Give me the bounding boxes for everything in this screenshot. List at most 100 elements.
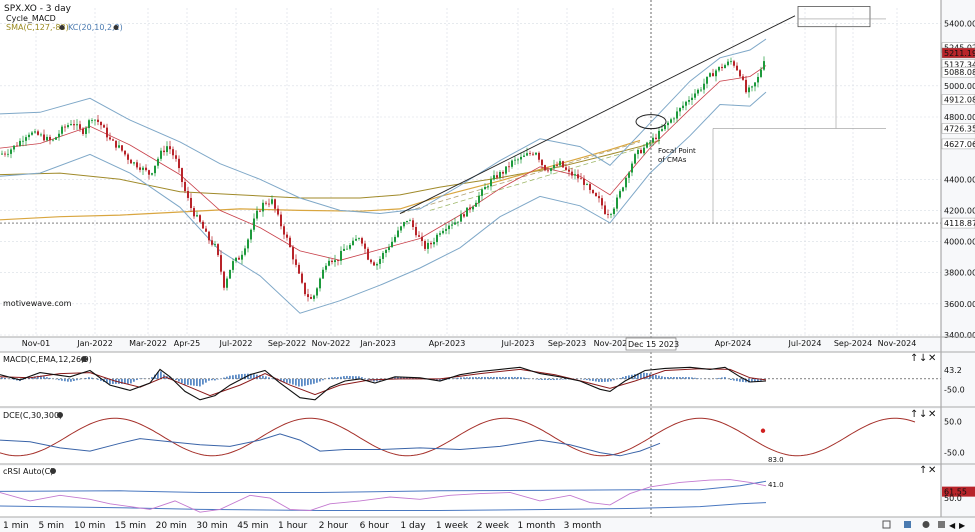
candle [526,147,528,157]
candle [16,141,18,147]
crsi-lower-band [0,502,767,511]
candle-body [607,213,609,215]
timeframe-5-min[interactable]: 5 min [39,521,65,531]
candle-body [415,226,417,236]
candle [424,239,426,252]
candle-body [175,155,177,159]
candle [31,131,33,136]
candle-body [598,196,600,199]
next-icon[interactable]: ▶ [959,521,966,530]
dce-close-icon[interactable]: ✕ [928,409,936,420]
candle [682,101,684,111]
crsi-y-label: 50.0 [944,494,962,503]
candle-body [274,199,276,209]
candle-body [151,173,153,175]
candle [58,130,60,141]
candle-body [49,136,51,141]
timeframe-3-month[interactable]: 3 month [564,521,602,531]
x-tick-label: Jan-2022 [76,339,113,348]
candle-body [352,240,354,246]
macd-line [0,366,767,401]
timeframe-1-day[interactable]: 1 day [400,521,426,531]
macd-hist-bar [508,376,510,379]
candle-body [667,122,669,126]
dce-settings-icon[interactable] [57,412,63,418]
timeframe-1-hour[interactable]: 1 hour [278,521,308,531]
candle [511,159,513,169]
candle [439,230,441,237]
dce-up-icon[interactable]: ↑ [910,409,918,420]
macd-hist-bar [397,377,399,379]
candle [73,119,75,130]
crsi-close-icon[interactable]: ✕ [928,465,936,476]
crosshair-date: Dec 15 2023 [628,340,679,349]
timeframe-30-min[interactable]: 30 min [196,521,227,531]
timeframe-6-hour[interactable]: 6 hour [360,521,390,531]
candle-body [358,238,360,239]
timeframe-1-week[interactable]: 1 week [436,521,469,531]
crosshair-icon[interactable] [882,520,891,529]
candle [304,282,306,297]
grid-icon[interactable] [938,521,945,528]
timeframe-10-min[interactable]: 10 min [74,521,105,531]
kc-legend[interactable]: KC(20,10,2,2) [68,23,123,32]
candle [544,164,546,172]
candle-body [70,124,72,126]
candle-body [16,145,18,147]
crsi-title: cRSI Auto(C) [3,467,53,476]
macd-hist-bar [322,378,324,381]
macd-panel-bg [0,352,941,407]
sma-legend[interactable]: SMA(C,127,-83) [6,23,69,32]
price-label-text: 4726.35 [944,124,975,133]
sma-settings-icon[interactable] [59,25,65,30]
crsi-settings-icon[interactable] [50,468,56,474]
macd-signal-line [0,368,767,397]
x-tick-label: Nov-2022 [312,339,351,348]
macd-down-icon[interactable]: ↓ [919,353,927,364]
macd-hist-bar [661,376,663,379]
candle-body [496,175,498,178]
prev-icon[interactable]: ◀ [949,521,956,530]
macd-close-icon[interactable]: ✕ [928,353,936,364]
candle-body [292,247,294,260]
timeframe-1-month[interactable]: 1 month [518,521,556,531]
candle [361,236,363,247]
candle [496,171,498,180]
candle-body [640,149,642,154]
draw-icon[interactable] [904,521,911,528]
candle [670,117,672,124]
macd-settings-icon[interactable] [81,356,87,362]
timeframe-15-min[interactable]: 15 min [115,521,146,531]
candle [391,237,393,248]
timeframe-2-hour[interactable]: 2 hour [319,521,349,531]
timeframe-20-min[interactable]: 20 min [156,521,187,531]
macd-y-label: -50.0 [944,385,965,394]
price-label-box [941,123,975,134]
macd-hist-bar [751,378,753,383]
candle [406,220,408,225]
macd-hist-bar [238,374,240,379]
macd-hist-bar [604,378,606,382]
candle [157,156,159,169]
macd-hist-bar [250,373,252,379]
kc-settings-icon[interactable] [113,25,119,30]
candle [292,245,294,265]
link-icon[interactable] [922,521,930,528]
candle [145,164,147,172]
x-tick-label: Nov-2024 [878,339,917,348]
price-label-text: 5211.19 [944,49,975,58]
dce-down-icon[interactable]: ↓ [919,409,927,420]
timeframe-2-week[interactable]: 2 week [477,521,510,531]
candle-body [322,269,324,279]
candle [55,136,57,140]
macd-up-icon[interactable]: ↑ [910,353,918,364]
candle [262,199,264,217]
candle-body [184,181,186,192]
candle-body [658,130,660,139]
candle-body [196,215,198,217]
candle [106,123,108,142]
timeframe-1-min[interactable]: 1 min [3,521,29,531]
timeframe-45-min[interactable]: 45 min [237,521,268,531]
macd-hist-bar [664,376,666,379]
crsi-up-icon[interactable]: ↑ [919,465,927,476]
